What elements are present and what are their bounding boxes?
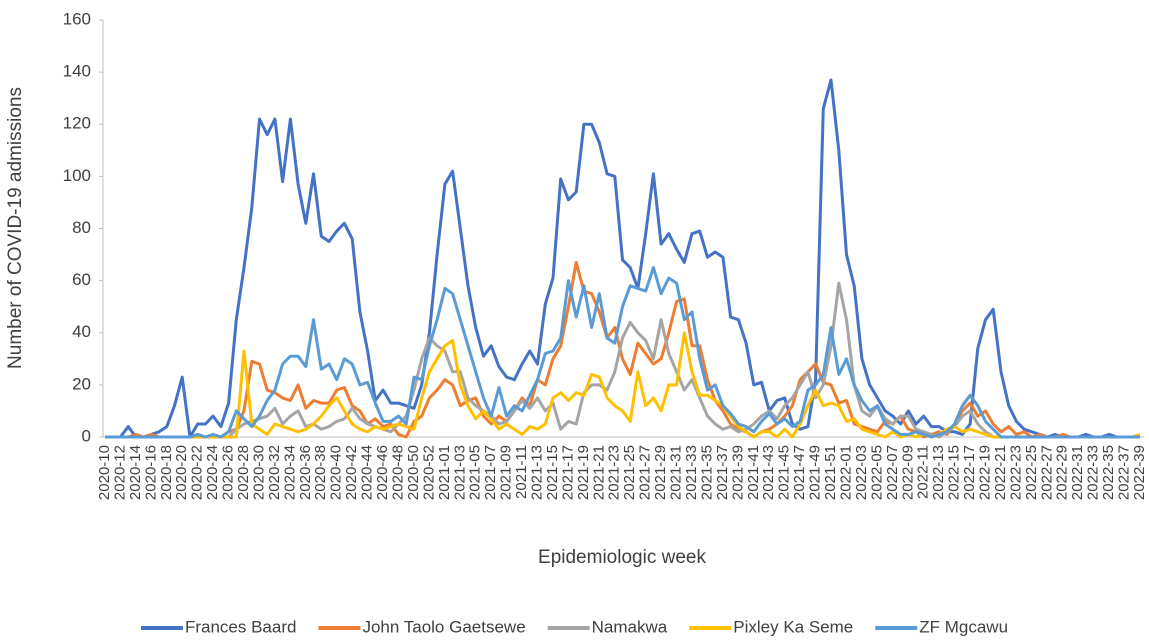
x-tick-label: 2021-19 xyxy=(575,445,592,500)
y-tick-label: 160 xyxy=(63,9,91,28)
x-tick-label: 2022-39 xyxy=(1131,445,1148,500)
x-tick-label: 2020-48 xyxy=(389,445,406,500)
x-tick-label: 2021-29 xyxy=(652,445,669,500)
x-tick-label: 2020-52 xyxy=(420,445,437,500)
y-tick-label: 20 xyxy=(72,374,91,393)
x-tick-label: 2022-31 xyxy=(1069,445,1086,500)
x-tick-label: 2021-47 xyxy=(791,445,808,500)
legend-label: Namakwa xyxy=(592,617,668,636)
x-tick-label: 2020-38 xyxy=(312,445,329,500)
legend-label: ZF Mgcawu xyxy=(919,617,1008,636)
x-tick-label: 2020-24 xyxy=(204,445,221,500)
x-tick-label: 2020-22 xyxy=(189,445,206,500)
x-tick-label: 2021-41 xyxy=(745,445,762,500)
x-tick-label: 2020-50 xyxy=(405,445,422,500)
x-tick-label: 2021-51 xyxy=(822,445,839,500)
x-tick-label: 2022-13 xyxy=(930,445,947,500)
x-axis-title: Epidemiologic week xyxy=(538,547,706,568)
x-tick-label: 2020-30 xyxy=(250,445,267,500)
y-tick-label: 140 xyxy=(63,62,91,81)
x-tick-label: 2021-07 xyxy=(482,445,499,500)
x-tick-label: 2020-32 xyxy=(266,445,283,500)
x-tick-label: 2021-25 xyxy=(621,445,638,500)
x-tick-label: 2020-10 xyxy=(96,445,113,500)
x-tick-label: 2021-37 xyxy=(714,445,731,500)
x-tick-label: 2021-13 xyxy=(529,445,546,500)
series-line xyxy=(105,266,1140,439)
x-tick-label: 2021-15 xyxy=(544,445,561,500)
legend-label: Pixley Ka Seme xyxy=(733,617,853,636)
x-tick-label: 2020-14 xyxy=(127,445,144,500)
x-tick-label: 2020-16 xyxy=(142,445,159,500)
x-tick-label: 2022-07 xyxy=(884,445,901,500)
legend-label: Frances Baard xyxy=(185,617,297,636)
x-tick-label: 2021-05 xyxy=(467,445,484,500)
x-tick-label: 2021-35 xyxy=(698,445,715,500)
y-axis-title: Number of COVID-19 admissions xyxy=(5,87,26,369)
x-tick-label: 2020-18 xyxy=(158,445,175,500)
series-line xyxy=(105,78,1140,439)
x-tick-label: 2022-23 xyxy=(1007,445,1024,500)
x-tick-label: 2022-29 xyxy=(1054,445,1071,500)
x-tick-label: 2022-11 xyxy=(915,445,932,499)
x-tick-label: 2021-17 xyxy=(559,445,576,500)
x-tick-label: 2020-40 xyxy=(328,445,345,500)
x-tick-label: 2021-11 xyxy=(513,445,530,499)
series-line xyxy=(105,281,1140,439)
x-tick-label: 2022-01 xyxy=(837,445,854,500)
x-tick-label: 2020-46 xyxy=(374,445,391,500)
legend-label: John Taolo Gaetsewe xyxy=(362,617,525,636)
x-tick-label: 2021-21 xyxy=(590,445,607,500)
x-tick-label: 2020-36 xyxy=(297,445,314,500)
x-tick-label: 2022-35 xyxy=(1100,445,1117,500)
x-tick-label: 2020-26 xyxy=(220,445,237,500)
x-tick-label: 2021-01 xyxy=(436,445,453,500)
x-tick-label: 2022-37 xyxy=(1116,445,1133,500)
x-tick-label: 2021-23 xyxy=(606,445,623,500)
x-tick-label: 2020-20 xyxy=(173,445,190,500)
x-tick-label: 2022-33 xyxy=(1085,445,1102,500)
x-tick-label: 2020-12 xyxy=(111,445,128,500)
x-tick-label: 2020-34 xyxy=(281,445,298,500)
y-tick-label: 40 xyxy=(72,322,91,341)
x-tick-label: 2022-25 xyxy=(1023,445,1040,500)
x-tick-label: 2021-33 xyxy=(683,445,700,500)
y-tick-label: 120 xyxy=(63,114,91,133)
x-tick-label: 2021-31 xyxy=(668,445,685,500)
x-tick-label: 2022-09 xyxy=(899,445,916,500)
x-tick-label: 2020-28 xyxy=(235,445,252,500)
x-tick-label: 2022-19 xyxy=(976,445,993,500)
x-tick-label: 2021-43 xyxy=(760,445,777,500)
series-line xyxy=(105,260,1140,439)
x-tick-label: 2022-17 xyxy=(961,445,978,500)
series-line xyxy=(105,331,1141,439)
x-tick-label: 2021-49 xyxy=(807,445,824,500)
legend: Frances Baard John Taolo Gaetsewe Namakwa P… xyxy=(140,617,1008,636)
y-tick-label: 0 xyxy=(82,426,91,445)
y-tick-label: 60 xyxy=(72,270,91,289)
y-tick-label: 100 xyxy=(63,166,91,185)
x-tick-label: 2022-21 xyxy=(992,445,1009,500)
x-tick-label: 2021-39 xyxy=(729,445,746,500)
x-tick-label: 2022-15 xyxy=(946,445,963,500)
x-tick-label: 2021-27 xyxy=(637,445,654,500)
x-tick-label: 2020-44 xyxy=(359,445,376,500)
x-tick-label: 2022-27 xyxy=(1038,445,1055,500)
x-tick-label: 2022-03 xyxy=(853,445,870,500)
y-tick-label: 80 xyxy=(72,218,91,237)
x-tick-label: 2022-05 xyxy=(868,445,885,500)
x-tick-label: 2021-45 xyxy=(776,445,793,500)
x-tick-label: 2020-42 xyxy=(343,445,360,500)
x-tick-label: 2021-09 xyxy=(498,445,515,500)
x-tick-label: 2021-03 xyxy=(451,445,468,500)
